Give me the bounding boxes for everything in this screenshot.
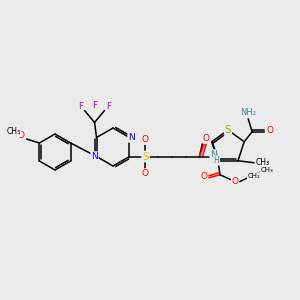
Text: CH₃: CH₃ xyxy=(261,167,273,173)
Text: S: S xyxy=(142,152,149,161)
Text: CH₂: CH₂ xyxy=(248,173,260,179)
Text: F: F xyxy=(92,101,97,110)
Text: NH₂: NH₂ xyxy=(240,108,256,117)
Text: N: N xyxy=(128,133,135,142)
Text: O: O xyxy=(203,134,210,143)
Text: F: F xyxy=(106,102,111,111)
Text: O: O xyxy=(142,135,149,144)
Text: O: O xyxy=(18,131,25,140)
Text: O: O xyxy=(142,169,149,178)
Text: F: F xyxy=(78,102,83,111)
Text: O: O xyxy=(267,126,274,135)
Text: N: N xyxy=(210,150,217,159)
Text: N: N xyxy=(91,152,98,161)
Text: CH₃: CH₃ xyxy=(6,128,20,136)
Text: O: O xyxy=(232,177,238,186)
Text: CH₃: CH₃ xyxy=(256,158,270,167)
Text: S: S xyxy=(225,125,231,135)
Text: O: O xyxy=(200,172,208,181)
Text: H: H xyxy=(214,156,219,165)
